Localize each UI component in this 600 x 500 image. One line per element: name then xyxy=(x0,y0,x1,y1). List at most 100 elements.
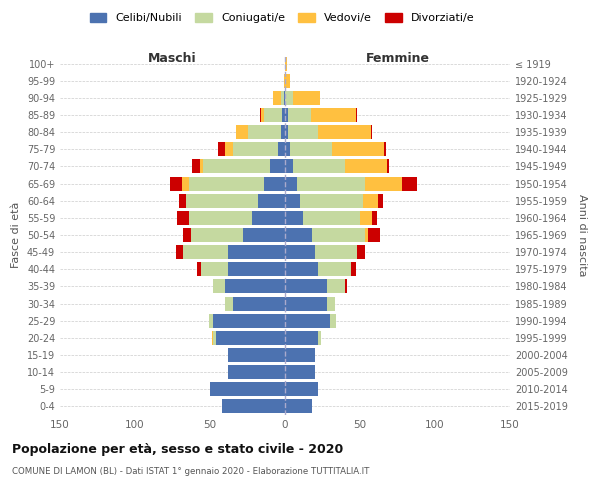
Bar xyxy=(273,91,281,105)
Bar xyxy=(225,296,233,310)
Bar xyxy=(288,125,318,139)
Text: Femmine: Femmine xyxy=(365,52,430,64)
Bar xyxy=(402,176,417,190)
Bar xyxy=(235,125,248,139)
Bar xyxy=(293,91,320,105)
Bar xyxy=(210,382,285,396)
Bar xyxy=(203,160,270,173)
Bar xyxy=(270,160,285,173)
Bar xyxy=(285,108,288,122)
Bar xyxy=(285,176,297,190)
Text: Maschi: Maschi xyxy=(148,52,197,64)
Bar xyxy=(384,142,386,156)
Y-axis label: Fasce di età: Fasce di età xyxy=(11,202,21,268)
Bar xyxy=(303,211,360,225)
Bar xyxy=(285,194,300,207)
Bar xyxy=(285,91,293,105)
Bar xyxy=(213,331,216,345)
Bar xyxy=(351,262,355,276)
Bar xyxy=(264,176,285,190)
Bar xyxy=(318,125,371,139)
Bar xyxy=(285,56,287,70)
Bar xyxy=(243,228,285,242)
Text: COMUNE DI LAMON (BL) - Dati ISTAT 1° gennaio 2020 - Elaborazione TUTTITALIA.IT: COMUNE DI LAMON (BL) - Dati ISTAT 1° gen… xyxy=(12,468,370,476)
Bar xyxy=(371,125,372,139)
Bar xyxy=(284,91,285,105)
Bar xyxy=(387,160,389,173)
Bar xyxy=(378,194,383,207)
Bar xyxy=(367,228,380,242)
Bar xyxy=(315,245,357,259)
Bar xyxy=(252,211,285,225)
Bar xyxy=(300,194,363,207)
Bar xyxy=(318,262,351,276)
Bar xyxy=(282,108,285,122)
Bar xyxy=(281,125,285,139)
Bar xyxy=(288,108,311,122)
Bar xyxy=(285,296,327,310)
Bar xyxy=(179,194,186,207)
Bar xyxy=(285,400,312,413)
Bar xyxy=(218,142,225,156)
Bar xyxy=(285,160,293,173)
Bar xyxy=(311,108,355,122)
Bar xyxy=(228,262,285,276)
Bar xyxy=(183,245,228,259)
Bar xyxy=(233,142,277,156)
Bar xyxy=(285,228,312,242)
Bar xyxy=(312,228,365,242)
Bar xyxy=(176,245,183,259)
Bar xyxy=(363,194,378,207)
Bar xyxy=(285,211,303,225)
Bar xyxy=(345,160,387,173)
Bar xyxy=(285,382,318,396)
Bar xyxy=(199,160,203,173)
Bar xyxy=(189,176,264,190)
Bar xyxy=(233,296,285,310)
Bar xyxy=(285,314,330,328)
Bar xyxy=(209,314,213,328)
Bar xyxy=(297,176,365,190)
Bar xyxy=(186,194,258,207)
Bar xyxy=(318,331,321,345)
Bar xyxy=(222,400,285,413)
Bar xyxy=(285,365,315,379)
Legend: Celibi/Nubili, Coniugati/e, Vedovi/e, Divorziati/e: Celibi/Nubili, Coniugati/e, Vedovi/e, Di… xyxy=(85,8,479,28)
Bar xyxy=(365,176,402,190)
Bar xyxy=(327,296,335,310)
Bar xyxy=(284,74,285,88)
Bar xyxy=(260,108,261,122)
Bar xyxy=(372,211,377,225)
Bar xyxy=(228,365,285,379)
Bar xyxy=(191,228,243,242)
Bar xyxy=(281,91,284,105)
Bar xyxy=(201,262,228,276)
Bar xyxy=(285,262,318,276)
Bar xyxy=(285,74,290,88)
Bar xyxy=(365,228,367,242)
Bar xyxy=(331,142,384,156)
Bar xyxy=(355,108,357,122)
Bar xyxy=(213,314,285,328)
Bar xyxy=(285,245,315,259)
Bar xyxy=(277,142,285,156)
Bar xyxy=(330,314,336,328)
Bar xyxy=(183,228,191,242)
Bar xyxy=(261,108,264,122)
Bar xyxy=(225,280,285,293)
Bar xyxy=(360,211,372,225)
Bar xyxy=(248,125,281,139)
Bar xyxy=(212,331,213,345)
Bar xyxy=(228,245,285,259)
Bar xyxy=(216,331,285,345)
Bar xyxy=(357,245,365,259)
Bar xyxy=(192,160,199,173)
Bar xyxy=(285,125,288,139)
Bar xyxy=(170,176,182,190)
Bar xyxy=(225,142,233,156)
Bar xyxy=(213,280,225,293)
Bar xyxy=(285,142,290,156)
Y-axis label: Anni di nascita: Anni di nascita xyxy=(577,194,587,276)
Bar xyxy=(327,280,345,293)
Bar xyxy=(228,348,285,362)
